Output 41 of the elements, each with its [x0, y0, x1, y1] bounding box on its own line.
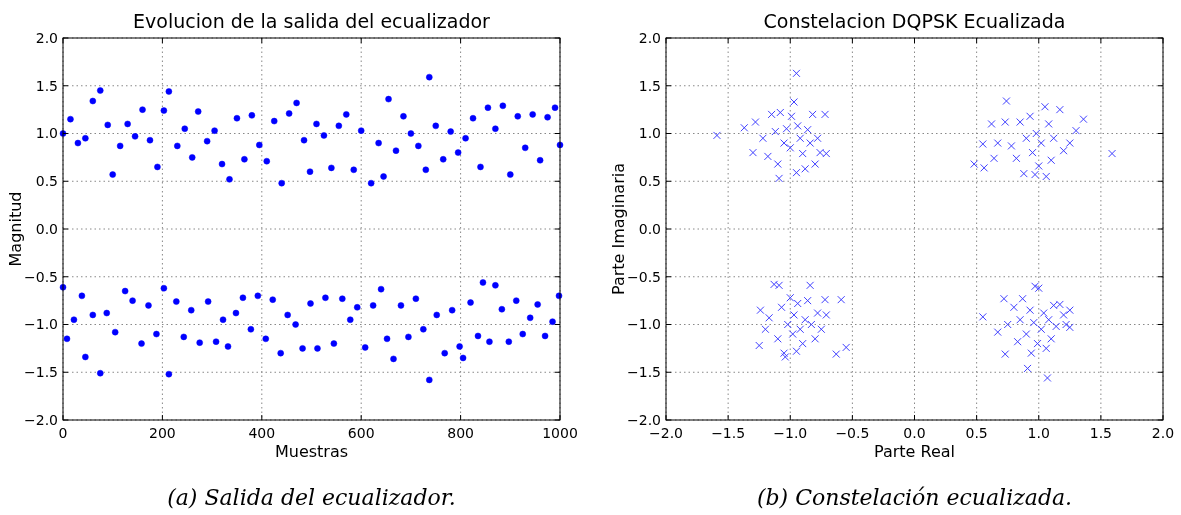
y-tick-label: −0.5	[24, 268, 58, 285]
y-tick-label: −0.5	[627, 268, 661, 285]
x-tick-label: 800	[447, 425, 474, 441]
x-tick-label: −2.0	[649, 425, 683, 441]
y-tick-label: 2.0	[35, 29, 58, 46]
x-tick-label: −1.5	[711, 425, 746, 441]
x-tick-label: 1.5	[1089, 425, 1113, 441]
y-tick-label: 0.0	[35, 220, 58, 237]
x-tick-label: 0.5	[965, 425, 988, 441]
y-tick-label: 1.5	[35, 77, 58, 94]
chart-title: Evolucion de la salida del ecualizador	[133, 10, 491, 32]
x-tick-label: −0.5	[835, 425, 870, 441]
y-tick-label: −1.5	[24, 364, 58, 381]
x-tick-label: 1000	[542, 425, 578, 441]
x-axis-title: Muestras	[274, 442, 349, 461]
x-tick-label: 600	[347, 425, 375, 441]
y-tick-label: −2.0	[627, 411, 661, 428]
x-tick-label: 0.0	[903, 425, 926, 441]
y-tick-label: −2.0	[24, 411, 58, 428]
chart-title: Constelacion DQPSK Ecualizada	[763, 10, 1066, 32]
x-tick-label: −1.0	[773, 425, 808, 441]
x-tick-label: 400	[248, 425, 276, 441]
y-tick-label: −1.5	[627, 364, 661, 381]
x-tick-label: 0	[58, 425, 68, 441]
x-tick-label: 200	[149, 425, 176, 441]
x-tick-label: 1.0	[1027, 425, 1050, 441]
y-tick-label: 2.0	[638, 29, 661, 46]
y-axis-title: Parte Imaginaria	[609, 163, 628, 295]
y-tick-label: 0.5	[35, 173, 58, 190]
x-tick-label: 2.0	[1151, 425, 1175, 441]
y-tick-label: 1.0	[35, 125, 58, 142]
x-axis-title: Parte Real	[873, 442, 956, 461]
y-tick-label: 0.5	[638, 173, 661, 190]
text: (a) Salida del ecualizador.	[167, 485, 456, 510]
y-tick-label: 0.0	[638, 220, 661, 237]
y-tick-label: −1.0	[627, 316, 661, 333]
y-axis-title: Magnitud	[6, 191, 25, 267]
y-tick-label: −1.0	[24, 316, 58, 333]
y-tick-label: 1.0	[638, 125, 661, 142]
text: (b) Constelación ecualizada.	[756, 485, 1073, 510]
y-tick-label: 1.5	[638, 77, 661, 94]
